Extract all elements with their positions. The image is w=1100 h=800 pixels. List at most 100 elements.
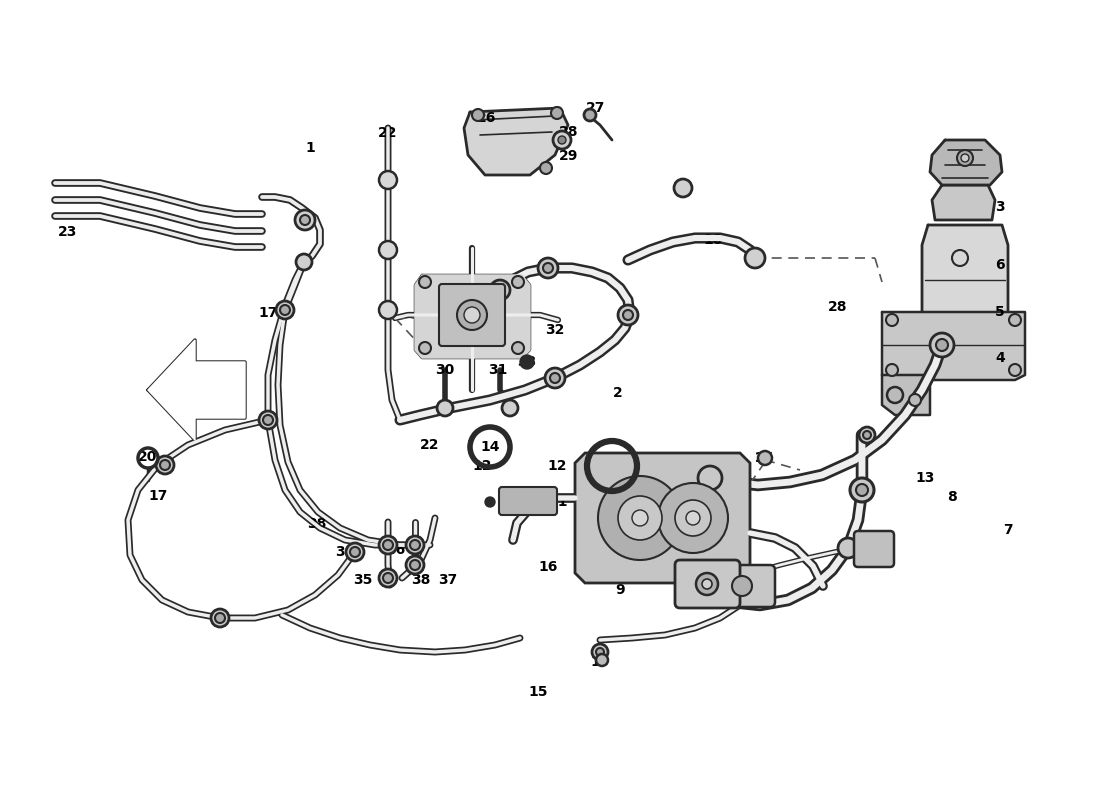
Text: 35: 35	[353, 573, 373, 587]
Circle shape	[596, 648, 604, 656]
Text: 15: 15	[528, 685, 548, 699]
Circle shape	[758, 451, 772, 465]
Text: 38: 38	[411, 573, 431, 587]
Circle shape	[551, 107, 563, 119]
Circle shape	[598, 476, 682, 560]
Text: 8: 8	[947, 490, 957, 504]
Circle shape	[538, 258, 558, 278]
Polygon shape	[148, 340, 245, 440]
Text: 36: 36	[386, 543, 406, 557]
Text: 2: 2	[613, 386, 623, 400]
Text: 38: 38	[307, 517, 327, 531]
Circle shape	[674, 179, 692, 197]
Circle shape	[686, 511, 700, 525]
Circle shape	[887, 387, 903, 403]
Text: 9: 9	[615, 583, 625, 597]
Text: 14: 14	[481, 440, 499, 454]
Circle shape	[383, 540, 393, 550]
Text: 38: 38	[336, 545, 354, 559]
Text: 27: 27	[586, 101, 606, 115]
Polygon shape	[922, 225, 1008, 345]
Circle shape	[512, 276, 524, 288]
Circle shape	[472, 109, 484, 121]
Polygon shape	[882, 375, 930, 415]
Circle shape	[675, 500, 711, 536]
Text: 29: 29	[559, 149, 579, 163]
Text: 12: 12	[548, 459, 566, 473]
Circle shape	[618, 496, 662, 540]
FancyBboxPatch shape	[854, 531, 894, 567]
Text: 24: 24	[724, 573, 743, 587]
Circle shape	[886, 364, 898, 376]
Text: 33: 33	[517, 355, 537, 369]
Text: 32: 32	[546, 323, 564, 337]
Circle shape	[540, 162, 552, 174]
Circle shape	[410, 560, 420, 570]
Circle shape	[379, 241, 397, 259]
Text: 37: 37	[439, 573, 458, 587]
Text: 10: 10	[857, 428, 877, 442]
Text: 17: 17	[148, 489, 167, 503]
Circle shape	[383, 573, 393, 583]
Text: 16: 16	[538, 560, 558, 574]
Circle shape	[550, 373, 560, 383]
Circle shape	[295, 210, 315, 230]
Circle shape	[350, 547, 360, 557]
Circle shape	[732, 576, 752, 596]
Circle shape	[930, 333, 954, 357]
Circle shape	[456, 300, 487, 330]
Text: 12: 12	[472, 459, 492, 473]
Circle shape	[592, 644, 608, 660]
Text: 26: 26	[477, 111, 497, 125]
Circle shape	[300, 215, 310, 225]
Circle shape	[437, 400, 453, 416]
Circle shape	[658, 483, 728, 553]
Polygon shape	[464, 108, 568, 175]
Circle shape	[838, 538, 858, 558]
Text: 22: 22	[378, 126, 398, 140]
Circle shape	[864, 431, 871, 439]
Circle shape	[502, 400, 518, 416]
Circle shape	[379, 569, 397, 587]
Circle shape	[296, 254, 312, 270]
Circle shape	[936, 339, 948, 351]
Text: 7: 7	[1003, 523, 1013, 537]
Polygon shape	[882, 312, 1025, 380]
Circle shape	[961, 154, 969, 162]
Circle shape	[886, 314, 898, 326]
Circle shape	[346, 543, 364, 561]
Circle shape	[156, 456, 174, 474]
Circle shape	[584, 109, 596, 121]
Circle shape	[419, 342, 431, 354]
Text: 31: 31	[488, 363, 508, 377]
FancyBboxPatch shape	[675, 560, 740, 608]
Text: 4: 4	[996, 351, 1005, 365]
Circle shape	[406, 536, 424, 554]
Circle shape	[512, 342, 524, 354]
Circle shape	[379, 536, 397, 554]
Text: 18: 18	[703, 233, 723, 247]
FancyBboxPatch shape	[499, 487, 557, 515]
Circle shape	[745, 248, 764, 268]
Circle shape	[495, 285, 505, 295]
Polygon shape	[415, 275, 530, 358]
Circle shape	[696, 573, 718, 595]
Text: 5: 5	[996, 305, 1005, 319]
Text: 22: 22	[420, 438, 440, 452]
Circle shape	[632, 510, 648, 526]
Text: 19: 19	[591, 655, 609, 669]
Circle shape	[543, 263, 553, 273]
Text: 34: 34	[477, 289, 497, 303]
Circle shape	[276, 301, 294, 319]
Text: 3: 3	[996, 200, 1004, 214]
Circle shape	[702, 579, 712, 589]
Circle shape	[160, 460, 170, 470]
Circle shape	[544, 368, 565, 388]
Circle shape	[263, 415, 273, 425]
Circle shape	[1009, 364, 1021, 376]
Text: 6: 6	[996, 258, 1004, 272]
Circle shape	[698, 466, 722, 490]
Circle shape	[856, 484, 868, 496]
Polygon shape	[930, 140, 1002, 185]
Circle shape	[623, 310, 632, 320]
